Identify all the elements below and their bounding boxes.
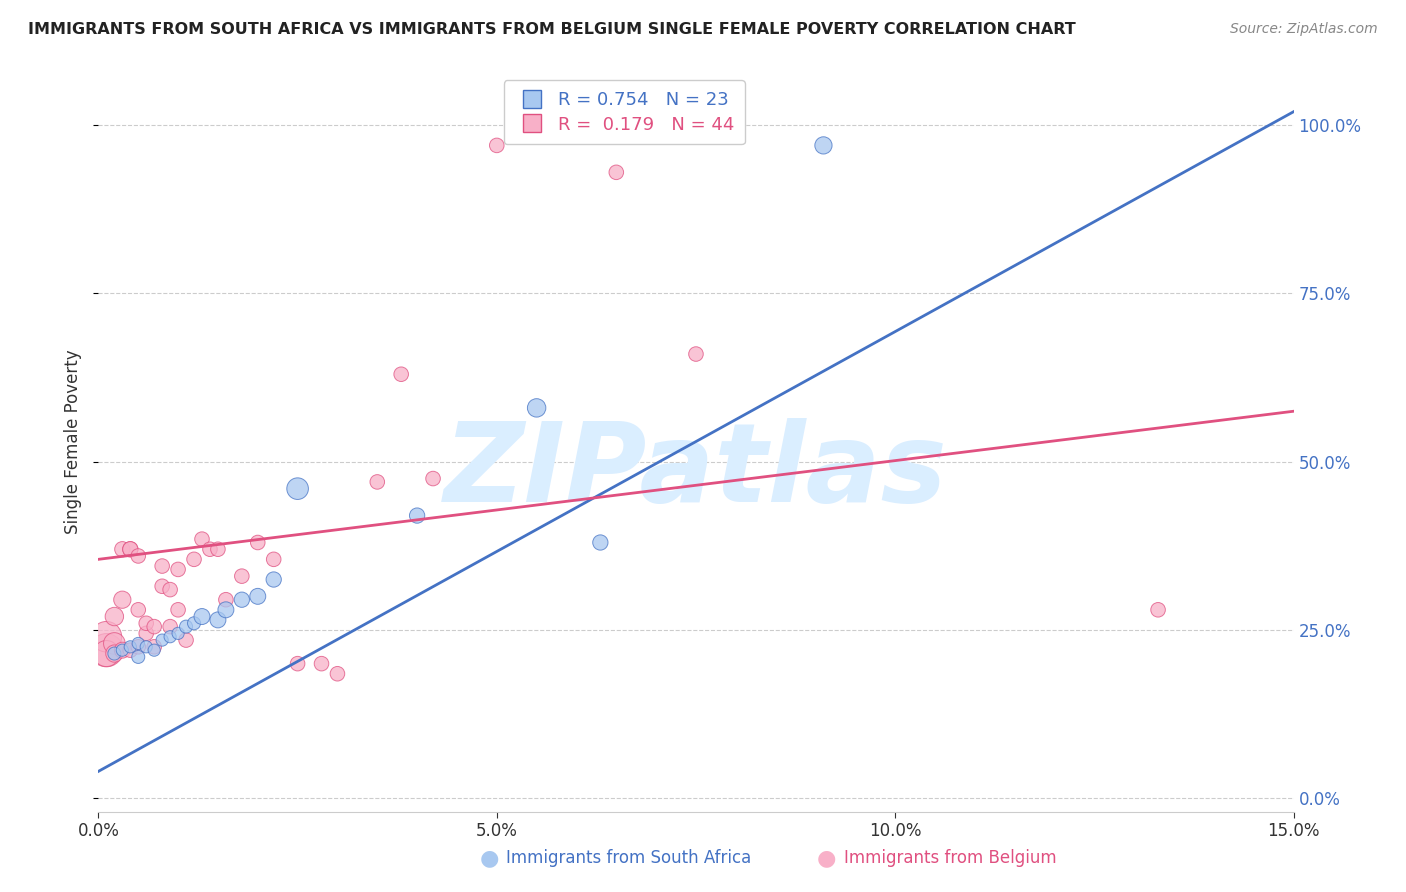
Point	[215, 603, 238, 617]
Point	[103, 647, 125, 661]
Point	[215, 592, 238, 607]
Point	[287, 482, 309, 496]
Point	[127, 640, 149, 654]
Point	[103, 647, 125, 661]
Text: Source: ZipAtlas.com: Source: ZipAtlas.com	[1230, 22, 1378, 37]
Point	[135, 626, 157, 640]
Point	[183, 552, 205, 566]
Point	[685, 347, 707, 361]
Point	[143, 619, 166, 633]
Point	[150, 579, 173, 593]
Point	[246, 535, 269, 549]
Point	[167, 562, 190, 576]
Point	[96, 630, 118, 644]
Point	[207, 613, 229, 627]
Point	[127, 649, 149, 664]
Point	[127, 603, 149, 617]
Point	[143, 640, 166, 654]
Point	[159, 619, 181, 633]
Point	[311, 657, 333, 671]
Point	[389, 368, 412, 382]
Y-axis label: Single Female Poverty: Single Female Poverty	[65, 350, 83, 533]
Point	[135, 640, 157, 654]
Point	[526, 401, 548, 415]
Point	[174, 633, 197, 648]
Text: Immigrants from Belgium: Immigrants from Belgium	[844, 849, 1056, 867]
Point	[120, 542, 142, 557]
Text: ●: ●	[479, 848, 499, 868]
Point	[191, 532, 214, 546]
Point	[120, 542, 142, 557]
Text: Immigrants from South Africa: Immigrants from South Africa	[506, 849, 751, 867]
Point	[485, 138, 508, 153]
Point	[96, 643, 118, 657]
Legend: R = 0.754   N = 23, R =  0.179   N = 44: R = 0.754 N = 23, R = 0.179 N = 44	[503, 80, 745, 145]
Point	[127, 636, 149, 650]
Point	[111, 643, 134, 657]
Point	[150, 633, 173, 648]
Point	[422, 471, 444, 485]
Point	[263, 552, 285, 566]
Point	[135, 616, 157, 631]
Point	[183, 616, 205, 631]
Point	[326, 666, 349, 681]
Point	[589, 535, 612, 549]
Point	[207, 542, 229, 557]
Point	[111, 643, 134, 657]
Point	[120, 643, 142, 657]
Text: ZIPatlas: ZIPatlas	[444, 417, 948, 524]
Point	[111, 542, 134, 557]
Point	[1147, 603, 1170, 617]
Point	[366, 475, 388, 489]
Point	[191, 609, 214, 624]
Point	[263, 573, 285, 587]
Point	[96, 647, 118, 661]
Point	[120, 640, 142, 654]
Point	[159, 630, 181, 644]
Point	[143, 643, 166, 657]
Point	[246, 590, 269, 604]
Point	[150, 559, 173, 574]
Point	[231, 569, 253, 583]
Text: ●: ●	[817, 848, 837, 868]
Point	[287, 657, 309, 671]
Point	[174, 619, 197, 633]
Point	[111, 592, 134, 607]
Point	[231, 592, 253, 607]
Point	[159, 582, 181, 597]
Point	[103, 636, 125, 650]
Point	[167, 626, 190, 640]
Point	[127, 549, 149, 563]
Point	[198, 542, 221, 557]
Point	[406, 508, 429, 523]
Point	[813, 138, 835, 153]
Point	[605, 165, 627, 179]
Text: IMMIGRANTS FROM SOUTH AFRICA VS IMMIGRANTS FROM BELGIUM SINGLE FEMALE POVERTY CO: IMMIGRANTS FROM SOUTH AFRICA VS IMMIGRAN…	[28, 22, 1076, 37]
Point	[167, 603, 190, 617]
Point	[103, 609, 125, 624]
